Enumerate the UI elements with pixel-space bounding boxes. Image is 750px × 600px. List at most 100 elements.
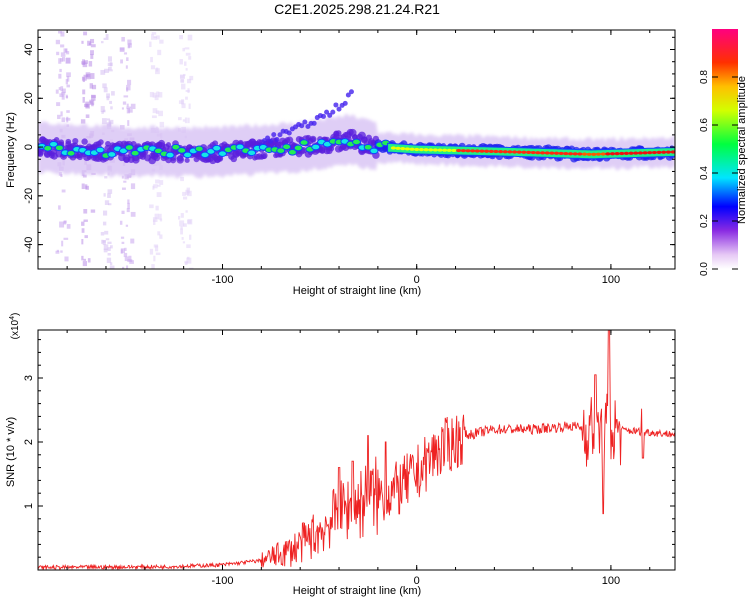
spectrogram-peak-cell — [395, 146, 401, 150]
spectrogram-hotspot — [299, 139, 309, 146]
spectrogram-peak-cell — [544, 151, 550, 155]
spectrogram-streak-cell — [82, 174, 87, 178]
spectrogram-hotspot — [352, 138, 361, 146]
spectrogram-streak-cell — [81, 228, 85, 233]
spectrogram-hotspot — [177, 147, 187, 154]
spectrogram-xtick-label: 0 — [414, 274, 420, 286]
spectrogram-streak-cell — [158, 110, 163, 117]
spectrogram-streak-cell — [178, 117, 182, 121]
spectrogram-streak-cell — [151, 115, 157, 119]
spectrogram-streak-cell — [158, 92, 163, 98]
spectrogram-streak-cell — [107, 241, 112, 244]
spectrogram-streak-cell — [153, 244, 159, 248]
spectrogram-streak-cell — [65, 117, 71, 121]
spectrogram-peak-cell — [563, 151, 569, 156]
spectrogram-hotspot — [200, 151, 210, 159]
spectrogram-streak-cell — [91, 84, 97, 90]
spectrogram-peak-cell — [456, 148, 462, 153]
spectrogram-streak-cell — [109, 262, 113, 266]
spectrogram-streak-cell — [83, 209, 88, 214]
spectrogram-streak-cell — [151, 32, 157, 35]
spectrogram-band-cell — [65, 138, 72, 145]
spectrogram-ylabel: Frequency (Hz) — [5, 112, 17, 188]
spectrogram-peak-cell — [446, 148, 452, 152]
spectrogram-streak-cell — [103, 87, 108, 93]
spectrogram-streak-cell — [103, 37, 109, 40]
spectrogram-branch-cell — [299, 123, 305, 129]
spectrogram-streak-cell — [103, 193, 106, 197]
spectrogram-branch-cell — [348, 89, 354, 95]
spectrogram-streak-cell — [151, 264, 155, 269]
spectrogram-streak-cell — [149, 41, 152, 48]
spectrogram-streak-cell — [154, 213, 159, 220]
spectrogram-streak-cell — [91, 103, 94, 107]
spectrogram-streak-cell — [61, 88, 66, 94]
snr-ticks: -100 0 100 1 2 3 — [23, 330, 675, 587]
spectrogram-streak-cell — [159, 234, 163, 239]
spectrogram-streak-cell — [185, 52, 191, 56]
colorbar: 0.0 0.2 0.4 0.6 0.8 Normalized spectral ampl… — [699, 29, 748, 276]
spectrogram-streak-cell — [82, 261, 88, 267]
spectrogram-band-cell — [335, 130, 342, 136]
spectrogram-peak-cell — [451, 148, 457, 153]
spectrogram-streak-cell — [189, 267, 194, 269]
spectrogram-streak-cell — [125, 224, 129, 227]
spectrogram-peak-cell — [558, 151, 564, 156]
colorbar-ticks: 0.0 0.2 0.4 0.6 0.8 — [699, 70, 738, 276]
snr-panel: -100 0 100 1 2 3 Height of straight line (km)… — [5, 313, 676, 597]
spectrogram-streak-cell — [157, 231, 161, 236]
spectrogram-streak-cell — [182, 119, 186, 122]
spectrogram-streak-cell — [107, 189, 113, 194]
spectrogram-peak-cell — [488, 149, 494, 153]
spectrogram-streak-cell — [59, 93, 64, 98]
spectrogram-streak-cell — [66, 110, 70, 113]
spectrogram-streak-cell — [121, 107, 124, 110]
spectrogram-streak-cell — [55, 89, 59, 94]
spectrogram-streak-cell — [152, 92, 157, 98]
spectrogram-peak-cell — [432, 148, 438, 152]
spectrogram-streak-cell — [156, 192, 162, 198]
spectrogram-streak-cell — [100, 69, 106, 75]
spectrogram-peak-cell — [633, 151, 639, 155]
spectrogram-heatmap — [38, 30, 675, 269]
spectrogram-hotspot — [124, 144, 134, 151]
spectrogram-streak-cell — [126, 265, 129, 269]
spectrogram-streak-cell — [81, 255, 84, 261]
spectrogram-peak-cell — [614, 152, 620, 156]
snr-scale-exp: 4 — [9, 316, 16, 320]
snr-ytick-label: 3 — [23, 375, 35, 381]
snr-scale-base: (x10 — [10, 319, 21, 339]
spectrogram-streak-cell — [154, 95, 159, 101]
spectrogram-streak-cell — [61, 117, 66, 123]
spectrogram-streak-cell — [90, 44, 96, 48]
spectrogram-streak-cell — [128, 255, 132, 261]
spectrogram-streak-cell — [149, 91, 154, 98]
spectrogram-streak-cell — [182, 241, 186, 244]
spectrogram-branch-cell — [320, 113, 326, 119]
spectrogram-streak-cell — [150, 65, 156, 70]
snr-xtick-label: -100 — [211, 575, 233, 587]
spectrogram-band-cell — [170, 157, 177, 164]
colorbar-tick-label: 0.2 — [699, 214, 710, 228]
spectrogram-peak-cell — [619, 151, 625, 156]
spectrogram-streak-cell — [130, 183, 136, 190]
spectrogram-streak-cell — [65, 79, 69, 85]
snr-ylabel: SNR (10 * v/v) — [5, 417, 17, 487]
spectrogram-peak-cell — [586, 152, 592, 156]
spectrogram-streak-cell — [83, 219, 88, 222]
spectrogram-streak-cell — [63, 48, 68, 53]
spectrogram-streak-cell — [153, 255, 156, 262]
spectrogram-streak-cell — [123, 95, 129, 98]
spectrogram-peak-cell — [595, 152, 602, 156]
spectrogram-streak-cell — [181, 79, 185, 83]
spectrogram-streak-cell — [103, 244, 109, 250]
spectrogram-streak-cell — [153, 219, 156, 225]
spectrogram-streak-cell — [121, 210, 125, 214]
spectrogram-frame — [37, 29, 676, 270]
spectrogram-streak-cell — [104, 68, 110, 73]
spectrogram-streak-cell — [187, 117, 190, 124]
spectrogram-streak-cell — [90, 209, 96, 213]
spectrogram-branch-cell — [311, 120, 317, 126]
spectrogram-streak-cell — [124, 256, 129, 262]
spectrogram-streak-cell — [154, 268, 157, 269]
